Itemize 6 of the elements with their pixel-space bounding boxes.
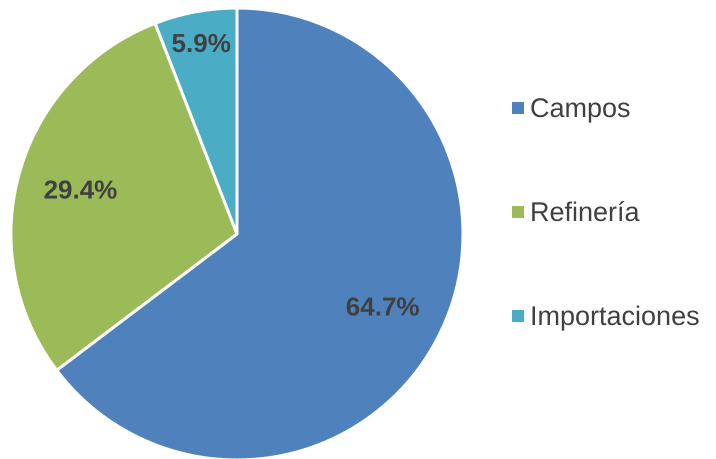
- legend-label: Refinería: [530, 197, 641, 227]
- legend-label: Campos: [530, 93, 631, 123]
- data-label: 64.7%: [346, 292, 420, 322]
- data-label: 5.9%: [172, 28, 231, 58]
- legend-label: Importaciones: [530, 301, 700, 331]
- data-label: 29.4%: [44, 174, 118, 205]
